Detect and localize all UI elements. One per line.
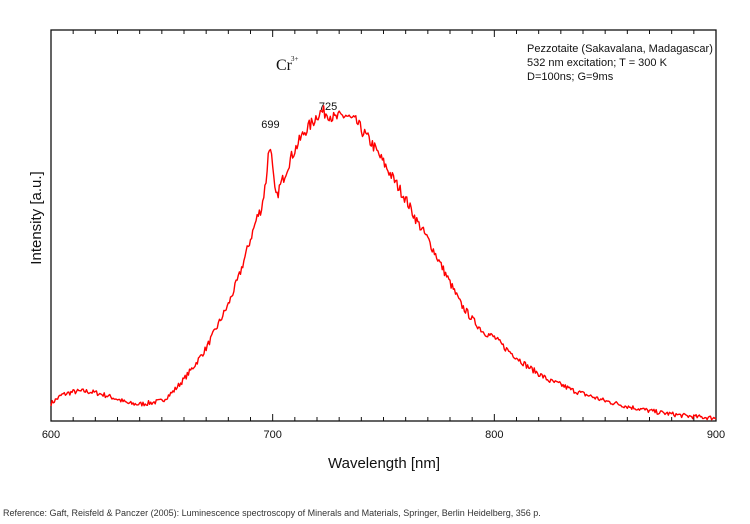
plot-frame	[50, 29, 717, 422]
x-tick-label: 700	[263, 429, 281, 441]
x-axis-tick-labels: 600 700 800 900	[42, 429, 725, 441]
ion-label: Cr 3+	[276, 55, 299, 74]
ion-label-base: Cr	[276, 57, 293, 74]
peak-labels: 699 725	[261, 101, 337, 131]
y-axis-title: Intensity [a.u.]	[28, 171, 45, 264]
legend-line-1: Pezzotaite (Sakavalana, Madagascar)	[527, 43, 713, 55]
x-tick-label: 800	[485, 429, 503, 441]
spectrum-chart: 600 700 800 900 Wavelength [nm] Intensity […	[28, 29, 725, 472]
x-tick-label: 600	[42, 429, 60, 441]
peak-label: 699	[261, 119, 279, 131]
reference-footnote: Reference: Gaft, Reisfeld & Panczer (200…	[3, 508, 541, 518]
legend-line-2: 532 nm excitation; T = 300 K	[527, 57, 668, 69]
x-axis-ticks	[50, 30, 717, 421]
x-axis-title: Wavelength [nm]	[328, 455, 440, 472]
series-line	[50, 105, 717, 421]
legend-line-3: D=100ns; G=9ms	[527, 71, 614, 83]
ion-label-superscript: 3+	[291, 55, 299, 63]
x-tick-label: 900	[707, 429, 725, 441]
legend-box: Pezzotaite (Sakavalana, Madagascar) 532 …	[527, 43, 713, 83]
peak-label: 725	[319, 101, 337, 113]
